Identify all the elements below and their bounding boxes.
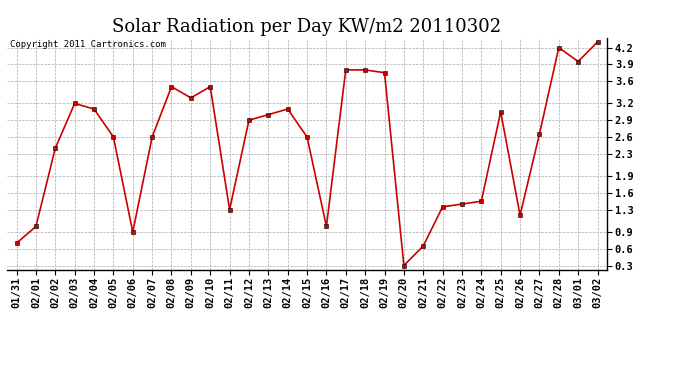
Text: Copyright 2011 Cartronics.com: Copyright 2011 Cartronics.com <box>10 40 166 49</box>
Title: Solar Radiation per Day KW/m2 20110302: Solar Radiation per Day KW/m2 20110302 <box>112 18 502 36</box>
